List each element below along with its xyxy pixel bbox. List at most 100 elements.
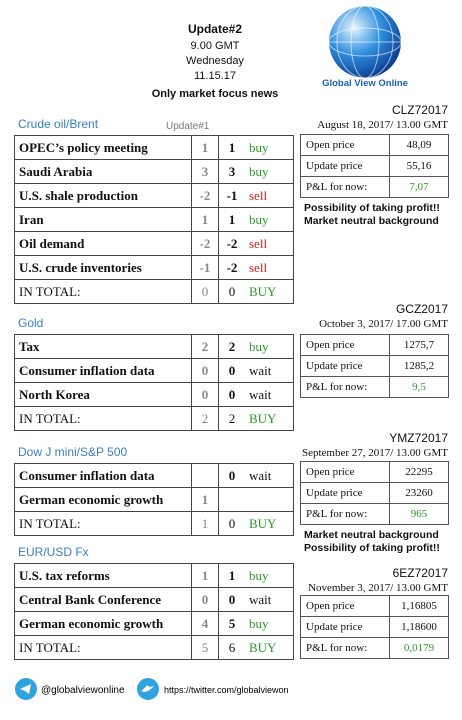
- current-score: [218, 487, 245, 512]
- section-name: Crude oil/Brent: [18, 117, 99, 131]
- previous-score: 0: [191, 587, 219, 612]
- contract-label: P&L for now:: [300, 176, 390, 198]
- signal: buy: [245, 135, 294, 160]
- score-row: North Korea 0 0 wait: [14, 382, 294, 407]
- contract-label: Open price: [300, 134, 390, 156]
- contract-value: 48,09: [389, 134, 449, 156]
- current-score: 0: [218, 587, 245, 612]
- signal: BUY: [245, 511, 294, 536]
- note: Possibility of taking profit!!: [304, 202, 440, 214]
- previous-score: 3: [191, 159, 219, 184]
- score-table: U.S. tax reforms 1 1 buy Central Bank Confer…: [14, 563, 294, 660]
- total-row: IN TOTAL: 0 0 BUY: [14, 279, 294, 304]
- date: 11.15.17: [193, 70, 236, 82]
- contract-table: Open price 1275,7 Update price 1285,2 P&L fo…: [300, 334, 449, 398]
- current-score: 0: [218, 358, 245, 383]
- contract-value: 0,0179: [389, 637, 449, 659]
- contract-row: P&L for now: 9,5: [300, 376, 449, 398]
- current-score: 0: [218, 463, 245, 488]
- score-table: Consumer inflation data 0 wait German econo…: [14, 463, 294, 536]
- factor: Saudi Arabia: [14, 159, 192, 184]
- factor: U.S. shale production: [14, 183, 192, 208]
- current-score: -2: [218, 255, 245, 280]
- current-score: 2: [218, 406, 245, 431]
- score-row: OPEC’s policy meeting 1 1 buy: [14, 135, 294, 160]
- contract-label: P&L for now:: [300, 503, 390, 525]
- signal: BUY: [245, 406, 294, 431]
- previous-score: -2: [191, 183, 219, 208]
- section-name: EUR/USD Fx: [18, 545, 89, 559]
- signal: BUY: [245, 635, 294, 660]
- contract-label: Open price: [300, 461, 390, 483]
- signal: wait: [245, 587, 294, 612]
- current-score: -2: [218, 231, 245, 256]
- signal: sell: [245, 183, 294, 208]
- contract-label: Update price: [300, 616, 390, 638]
- contract-value: 55,16: [389, 155, 449, 177]
- factor: Consumer inflation data: [14, 358, 192, 383]
- title: Update#2: [187, 22, 243, 36]
- contract-date: October 3, 2017/ 17.00 GMT: [319, 318, 448, 330]
- contract-value: 7,07: [389, 176, 449, 198]
- contract-label: Open price: [300, 334, 390, 356]
- note: Market neutral background: [304, 215, 439, 227]
- factor: IN TOTAL:: [14, 406, 192, 431]
- signal: wait: [245, 463, 294, 488]
- previous-score: 0: [191, 358, 219, 383]
- factor: Consumer inflation data: [14, 463, 192, 488]
- score-row: German economic growth 4 5 buy: [14, 611, 294, 636]
- factor: Tax: [14, 334, 192, 359]
- current-score: 1: [218, 207, 245, 232]
- previous-score: 0: [191, 279, 219, 304]
- section-name: Gold: [18, 316, 44, 330]
- contract-date: November 3, 2017/ 13.00 GMT: [308, 582, 448, 594]
- logo-text: Global View Online: [322, 78, 408, 89]
- current-score: 1: [218, 563, 245, 588]
- score-row: Oil demand -2 -2 sell: [14, 231, 294, 256]
- contract-row: P&L for now: 965: [300, 503, 449, 525]
- contract-value: 22295: [389, 461, 449, 483]
- contract-table: Open price 22295 Update price 23260 P&L for …: [300, 461, 449, 525]
- contract-value: 1285,2: [389, 355, 449, 377]
- contract-code: CLZ72017: [391, 103, 448, 117]
- signal: buy: [245, 334, 294, 359]
- note: Market neutral background: [304, 529, 439, 541]
- current-score: 3: [218, 159, 245, 184]
- contract-table: Open price 1,16805 Update price 1,18600 P&L …: [300, 595, 449, 659]
- section-sublabel: Update#1: [166, 121, 210, 132]
- factor: U.S. tax reforms: [14, 563, 192, 588]
- previous-score: 1: [191, 563, 219, 588]
- factor: German economic growth: [14, 487, 192, 512]
- signal: [245, 487, 294, 512]
- twitter: https://twitter.com/globalviewon: [164, 685, 289, 695]
- contract-row: P&L for now: 0,0179: [300, 637, 449, 659]
- subtitle: Only market focus news: [151, 88, 279, 100]
- signal: buy: [245, 207, 294, 232]
- previous-score: 1: [191, 487, 219, 512]
- contract-code: GCZ2017: [395, 302, 448, 316]
- contract-value: 23260: [389, 482, 449, 504]
- contract-value: 1275,7: [389, 334, 449, 356]
- logo: Global View Online: [322, 5, 408, 89]
- current-score: 5: [218, 611, 245, 636]
- score-table: Tax 2 2 buy Consumer inflation data 0 0 wait Nor…: [14, 334, 294, 431]
- section-name: Dow J mini/S&P 500: [18, 445, 128, 459]
- signal: buy: [245, 563, 294, 588]
- signal: buy: [245, 159, 294, 184]
- contract-code: 6EZ72017: [392, 566, 448, 580]
- signal: buy: [245, 611, 294, 636]
- footer: @globalviewonline https://twitter.com/gl…: [15, 678, 289, 700]
- previous-score: -2: [191, 231, 219, 256]
- factor: OPEC’s policy meeting: [14, 135, 192, 160]
- factor: North Korea: [14, 382, 192, 407]
- contract-value: 965: [389, 503, 449, 525]
- contract-row: Update price 1,18600: [300, 616, 449, 638]
- contract-value: 1,18600: [389, 616, 449, 638]
- telegram: @globalviewonline: [41, 685, 125, 696]
- previous-score: [191, 463, 219, 488]
- contract-date: September 27, 2017/ 13.00 GMT: [301, 447, 448, 459]
- signal: wait: [245, 382, 294, 407]
- contract-label: P&L for now:: [300, 376, 390, 398]
- contract-value: 9,5: [389, 376, 449, 398]
